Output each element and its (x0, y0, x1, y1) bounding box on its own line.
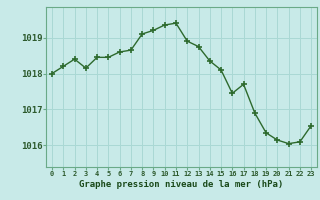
X-axis label: Graphe pression niveau de la mer (hPa): Graphe pression niveau de la mer (hPa) (79, 180, 284, 189)
